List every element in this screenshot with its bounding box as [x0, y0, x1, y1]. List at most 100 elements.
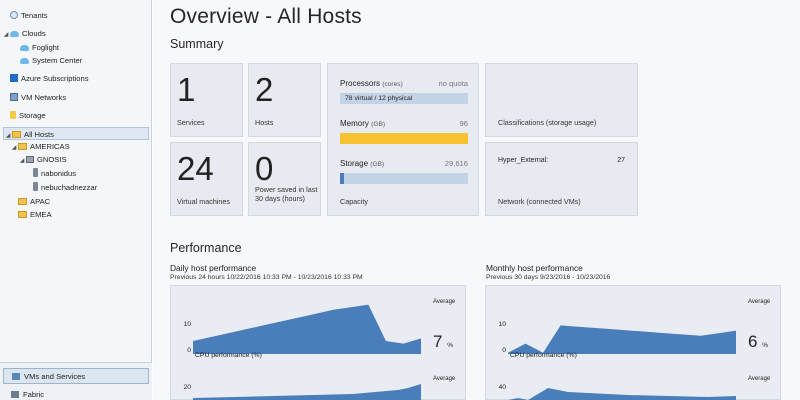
monthly-second-area — [508, 388, 736, 400]
vms-and-services-button[interactable]: VMs and Services — [3, 368, 149, 384]
fabric-button[interactable]: Fabric — [3, 387, 149, 400]
processors-quota: no quota — [438, 79, 468, 88]
virtual-machines-tile[interactable]: 24 Virtual machines — [170, 142, 243, 216]
nav-host-nabonidus[interactable]: nabonidus — [33, 167, 76, 180]
classifications-caption: Classifications (storage usage) — [498, 118, 597, 127]
network-tile[interactable]: Hyper_External: 27 Network (connected VM… — [485, 142, 638, 216]
collapse-arrow-icon[interactable]: ◢ — [5, 133, 11, 139]
nav-label: EMEA — [30, 210, 52, 219]
services-tile[interactable]: 1 Services — [170, 63, 243, 137]
nav-apac[interactable]: APAC — [18, 195, 50, 208]
monthly-cpu-y-bottom: 0 — [502, 347, 506, 354]
nav-label: APAC — [30, 197, 51, 206]
services-caption: Services — [177, 118, 205, 127]
network-count: 27 — [617, 157, 625, 164]
navigation-pane: Tenants ◢ Clouds Foglight System Center A… — [0, 0, 152, 400]
collapse-arrow-icon[interactable]: ◢ — [11, 145, 17, 151]
daily-cpu-average-unit: % — [447, 342, 453, 349]
monthly-second-y-top: 40 — [498, 384, 506, 391]
collapse-arrow-icon[interactable]: ◢ — [19, 158, 25, 164]
daily-cpu-label: CPU performance (%) — [195, 352, 262, 359]
memory-label: Memory — [340, 119, 369, 128]
processors-bar: 78 virtual / 12 physical — [340, 93, 468, 104]
vm-count: 24 — [177, 150, 214, 187]
daily-performance-range: Previous 24 hours 10/22/2016 10:33 PM - … — [170, 274, 363, 281]
network-caption: Network (connected VMs) — [498, 197, 581, 206]
nav-gnosis[interactable]: ◢ GNOSIS — [18, 153, 67, 166]
memory-bar-fill — [340, 133, 468, 144]
nav-vm-networks[interactable]: VM Networks — [10, 91, 66, 104]
power-saved-value: 0 — [255, 150, 274, 187]
performance-heading: Performance — [170, 241, 242, 255]
folder-icon — [18, 198, 27, 205]
daily-cpu-y-bottom: 0 — [187, 347, 191, 354]
server-icon — [33, 168, 38, 177]
storage-row: Storage (GB) 29,616 — [340, 159, 468, 168]
daily-performance-panel: Average 10 0 CPU performance (%) 7 % Ave… — [170, 285, 466, 400]
capacity-tile[interactable]: Processors (cores) no quota 78 virtual /… — [327, 63, 479, 216]
processors-unit: (cores) — [382, 81, 403, 88]
processors-row: Processors (cores) no quota — [340, 79, 468, 88]
storage-value: 29,616 — [444, 159, 468, 168]
nav-americas[interactable]: ◢ AMERICAS — [10, 140, 70, 153]
nav-label: AMERICAS — [30, 142, 70, 151]
storage-bar — [340, 173, 468, 184]
monthly-second-chart[interactable] — [508, 384, 736, 400]
main-content: Overview - All Hosts Summary 1 Services … — [153, 0, 800, 400]
classifications-tile[interactable]: Classifications (storage usage) — [485, 63, 638, 137]
nav-label: VM Networks — [21, 93, 67, 102]
nav-clouds[interactable]: ◢ Clouds — [2, 27, 46, 40]
nav-all-hosts[interactable]: ◢ All Hosts — [3, 127, 149, 140]
monthly-cpu-y-top: 10 — [498, 321, 506, 328]
nav-label: Foglight — [32, 43, 60, 52]
summary-heading: Summary — [170, 37, 224, 51]
memory-bar — [340, 133, 468, 144]
collapse-arrow-icon[interactable]: ◢ — [3, 32, 9, 38]
nav-label: System Center — [32, 56, 83, 65]
hosts-tile[interactable]: 2 Hosts — [248, 63, 321, 137]
hosts-caption: Hosts — [255, 118, 274, 127]
nav-system-center[interactable]: System Center — [20, 54, 82, 67]
daily-second-y-top: 20 — [183, 384, 191, 391]
nav-label: Clouds — [22, 29, 46, 38]
monthly-cpu-area — [508, 325, 736, 354]
monthly-cpu-chart[interactable] — [508, 302, 736, 354]
fabric-icon — [11, 391, 19, 398]
memory-value: 96 — [459, 119, 468, 128]
daily-cpu-area — [193, 304, 421, 354]
nav-storage[interactable]: Storage — [10, 109, 46, 122]
nav-label: All Hosts — [24, 130, 54, 139]
nav-tenants[interactable]: Tenants — [10, 9, 48, 22]
nav-label: GNOSIS — [37, 155, 67, 164]
monthly-performance-panel: Average 10 0 CPU performance (%) 6 % Ave… — [485, 285, 781, 400]
daily-cpu-average-value: 7 — [433, 332, 443, 351]
nav-label: Storage — [19, 111, 46, 120]
workspace-label: Fabric — [23, 390, 45, 399]
azure-icon — [10, 74, 18, 82]
page-title: Overview - All Hosts — [170, 5, 362, 28]
power-saved-tile[interactable]: 0 Power saved in last 30 days (hours) — [248, 142, 321, 216]
tenants-icon — [10, 11, 18, 19]
storage-icon — [10, 111, 16, 119]
nav-host-nebuchadnezzar[interactable]: nebuchadnezzar — [33, 181, 97, 194]
nav-label: Azure Subscriptions — [21, 74, 89, 83]
folder-icon — [18, 143, 27, 150]
nav-emea[interactable]: EMEA — [18, 208, 52, 221]
cloud-icon — [20, 58, 29, 64]
daily-second-area — [193, 384, 421, 400]
daily-cpu-chart[interactable] — [193, 302, 421, 354]
daily-second-chart[interactable] — [193, 384, 421, 400]
workspace-switcher: VMs and Services Fabric — [0, 362, 152, 400]
server-icon — [33, 182, 38, 191]
nav-azure-subscriptions[interactable]: Azure Subscriptions — [10, 72, 89, 85]
vm-caption: Virtual machines — [177, 197, 231, 206]
nav-label: nabonidus — [41, 169, 77, 178]
storage-bar-fill — [340, 173, 344, 184]
monthly-performance-range: Previous 30 days 9/23/2016 - 10/23/2016 — [486, 274, 611, 281]
nav-foglight[interactable]: Foglight — [20, 41, 59, 54]
processors-bar-text: 78 virtual / 12 physical — [345, 95, 413, 102]
monthly-cpu-label: CPU performance (%) — [510, 352, 577, 359]
folder-icon — [18, 211, 27, 218]
monthly-second-average-label: Average — [748, 376, 771, 382]
daily-performance-title: Daily host performance — [170, 263, 257, 273]
